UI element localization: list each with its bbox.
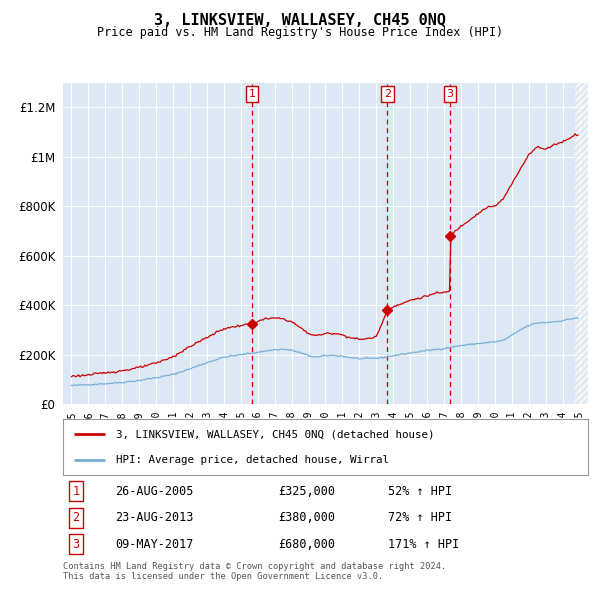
Text: 3, LINKSVIEW, WALLASEY, CH45 0NQ: 3, LINKSVIEW, WALLASEY, CH45 0NQ (154, 13, 446, 28)
Text: £680,000: £680,000 (278, 537, 335, 550)
Text: 23-AUG-2013: 23-AUG-2013 (115, 511, 194, 525)
Text: 3, LINKSVIEW, WALLASEY, CH45 0NQ (detached house): 3, LINKSVIEW, WALLASEY, CH45 0NQ (detach… (115, 429, 434, 439)
Text: £380,000: £380,000 (278, 511, 335, 525)
Text: Price paid vs. HM Land Registry's House Price Index (HPI): Price paid vs. HM Land Registry's House … (97, 26, 503, 39)
Text: 2: 2 (73, 511, 80, 525)
Text: £325,000: £325,000 (278, 485, 335, 498)
Text: 52% ↑ HPI: 52% ↑ HPI (389, 485, 452, 498)
Text: 3: 3 (446, 88, 454, 99)
Text: 3: 3 (73, 537, 80, 550)
Text: 72% ↑ HPI: 72% ↑ HPI (389, 511, 452, 525)
Text: 2: 2 (384, 88, 391, 99)
Text: Contains HM Land Registry data © Crown copyright and database right 2024.
This d: Contains HM Land Registry data © Crown c… (63, 562, 446, 581)
Text: 1: 1 (73, 485, 80, 498)
Text: 26-AUG-2005: 26-AUG-2005 (115, 485, 194, 498)
Text: 171% ↑ HPI: 171% ↑ HPI (389, 537, 460, 550)
Text: HPI: Average price, detached house, Wirral: HPI: Average price, detached house, Wirr… (115, 455, 389, 465)
Text: 09-MAY-2017: 09-MAY-2017 (115, 537, 194, 550)
Text: 1: 1 (248, 88, 256, 99)
